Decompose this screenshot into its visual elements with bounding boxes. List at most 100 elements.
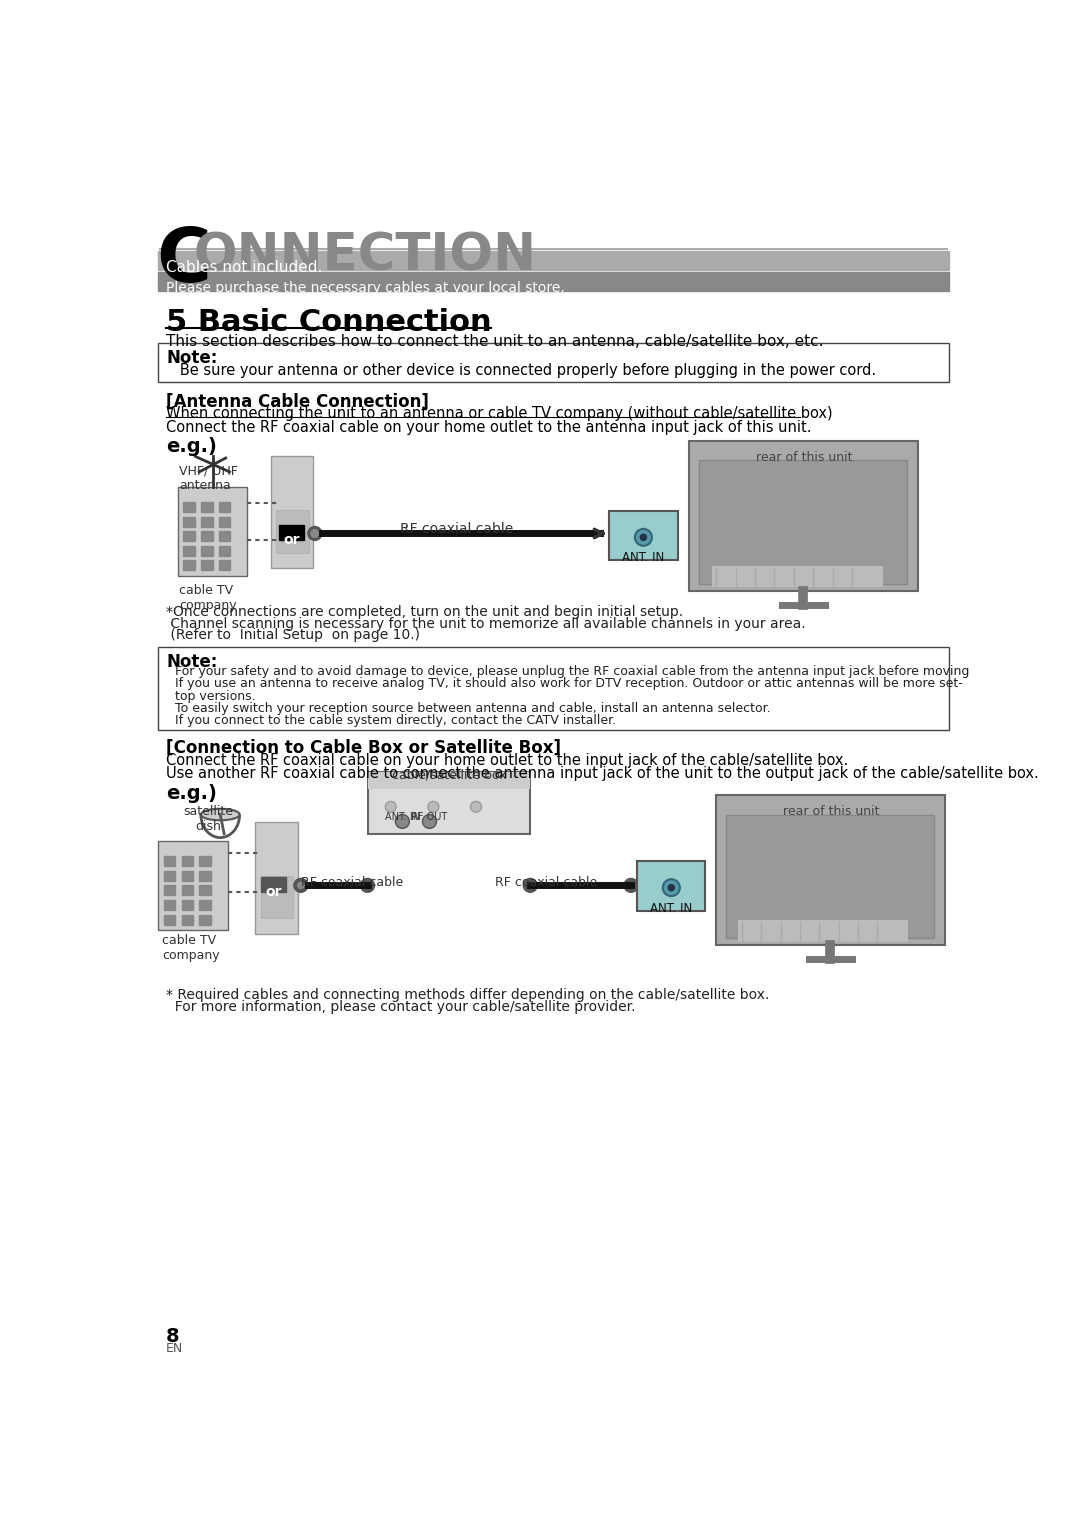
- Bar: [159, 250, 948, 270]
- Text: For your safety and to avoid damage to device, please unplug the RF coaxial cabl: For your safety and to avoid damage to d…: [175, 665, 970, 678]
- Text: *Once connections are completed, turn on the unit and begin initial setup.: *Once connections are completed, turn on…: [166, 606, 684, 620]
- Bar: [181, 856, 193, 867]
- Bar: [689, 441, 918, 591]
- Bar: [181, 914, 193, 925]
- Text: 5 Basic Connection: 5 Basic Connection: [166, 308, 491, 337]
- Text: or: or: [266, 885, 282, 899]
- Bar: [609, 511, 677, 560]
- Bar: [201, 516, 213, 526]
- Bar: [159, 273, 948, 291]
- FancyBboxPatch shape: [159, 343, 948, 382]
- Circle shape: [663, 879, 679, 896]
- Text: (Refer to  Initial Setup  on page 10.): (Refer to Initial Setup on page 10.): [166, 629, 420, 642]
- Bar: [716, 795, 945, 946]
- Bar: [255, 823, 298, 934]
- Text: For more information, please contact your cable/satellite provider.: For more information, please contact you…: [166, 1000, 635, 1015]
- Circle shape: [640, 534, 647, 540]
- Circle shape: [524, 879, 537, 893]
- Circle shape: [428, 801, 438, 812]
- Bar: [218, 546, 230, 555]
- Bar: [201, 531, 213, 542]
- Bar: [279, 525, 303, 540]
- Bar: [713, 566, 882, 588]
- Bar: [164, 856, 175, 867]
- Text: satellite
dish: satellite dish: [184, 806, 233, 833]
- Bar: [164, 900, 175, 909]
- Bar: [183, 546, 194, 555]
- Bar: [201, 560, 213, 571]
- Text: EN: EN: [166, 1341, 184, 1355]
- Bar: [200, 914, 211, 925]
- Text: RF coaxial cable: RF coaxial cable: [301, 876, 403, 890]
- Text: Note:: Note:: [166, 349, 217, 368]
- Circle shape: [386, 801, 396, 812]
- Circle shape: [624, 879, 638, 893]
- Text: RF coaxial cable: RF coaxial cable: [400, 522, 513, 536]
- Text: Be sure your antenna or other device is connected properly before plugging in th: Be sure your antenna or other device is …: [166, 363, 876, 378]
- Bar: [181, 900, 193, 909]
- Text: Use another RF coaxial cable to connect the antenna input jack of the unit to th: Use another RF coaxial cable to connect …: [166, 766, 1039, 781]
- Text: [Connection to Cable Box or Satellite Box]: [Connection to Cable Box or Satellite Bo…: [166, 739, 561, 757]
- Text: ANT. IN: ANT. IN: [650, 902, 692, 914]
- Bar: [164, 914, 175, 925]
- Ellipse shape: [201, 809, 240, 821]
- Bar: [181, 885, 193, 896]
- Text: ANT. IN: ANT. IN: [384, 812, 420, 823]
- Bar: [183, 516, 194, 526]
- Text: When connecting the unit to an antenna or cable TV company (without cable/satell: When connecting the unit to an antenna o…: [166, 406, 833, 421]
- Bar: [183, 502, 194, 511]
- Text: ONNECTION: ONNECTION: [194, 232, 537, 282]
- Text: Cables not included.: Cables not included.: [166, 259, 322, 275]
- Circle shape: [311, 530, 319, 537]
- Bar: [218, 531, 230, 542]
- Bar: [637, 862, 705, 911]
- Bar: [200, 900, 211, 909]
- Bar: [164, 885, 175, 896]
- Bar: [367, 772, 530, 789]
- Circle shape: [361, 879, 375, 893]
- Circle shape: [669, 885, 674, 891]
- Text: This section describes how to connect the unit to an antenna, cable/satellite bo: This section describes how to connect th…: [166, 334, 824, 349]
- Circle shape: [308, 526, 322, 540]
- Bar: [218, 516, 230, 526]
- Text: VHF/ UHF
antenna: VHF/ UHF antenna: [179, 464, 238, 493]
- Bar: [271, 456, 313, 568]
- Text: e.g.): e.g.): [166, 438, 217, 456]
- Bar: [727, 815, 934, 937]
- Bar: [218, 560, 230, 571]
- Text: Note:: Note:: [166, 653, 217, 671]
- Text: cable TV
company: cable TV company: [162, 934, 219, 961]
- Bar: [218, 502, 230, 511]
- Circle shape: [635, 530, 652, 546]
- Bar: [367, 772, 530, 833]
- Text: Please purchase the necessary cables at your local store.: Please purchase the necessary cables at …: [166, 281, 565, 295]
- Text: cable/satellite box: cable/satellite box: [392, 768, 507, 781]
- Text: top versions.: top versions.: [175, 690, 256, 703]
- Bar: [201, 546, 213, 555]
- Circle shape: [298, 882, 303, 888]
- Bar: [159, 841, 228, 929]
- Circle shape: [294, 879, 308, 893]
- Bar: [260, 876, 293, 919]
- Text: or: or: [283, 533, 300, 546]
- Bar: [181, 871, 193, 881]
- Text: RF coaxial cable: RF coaxial cable: [495, 876, 597, 890]
- Text: cable TV
company: cable TV company: [179, 583, 237, 612]
- Bar: [200, 856, 211, 867]
- Text: 8: 8: [166, 1326, 179, 1346]
- Text: Connect the RF coaxial cable on your home outlet to the antenna input jack of th: Connect the RF coaxial cable on your hom…: [166, 420, 811, 435]
- Bar: [177, 487, 247, 575]
- Bar: [183, 560, 194, 571]
- Text: ANT. IN: ANT. IN: [622, 551, 664, 565]
- Bar: [183, 531, 194, 542]
- Circle shape: [471, 801, 482, 812]
- Text: RF OUT: RF OUT: [411, 812, 447, 823]
- Bar: [738, 920, 908, 942]
- Bar: [699, 461, 907, 583]
- Text: e.g.): e.g.): [166, 784, 217, 803]
- Text: Channel scanning is necessary for the unit to memorize all available channels in: Channel scanning is necessary for the un…: [166, 617, 806, 630]
- Bar: [201, 502, 213, 511]
- Circle shape: [422, 815, 436, 829]
- Text: If you connect to the cable system directly, contact the CATV installer.: If you connect to the cable system direc…: [175, 714, 617, 728]
- Text: If you use an antenna to receive analog TV, it should also work for DTV receptio: If you use an antenna to receive analog …: [175, 678, 963, 690]
